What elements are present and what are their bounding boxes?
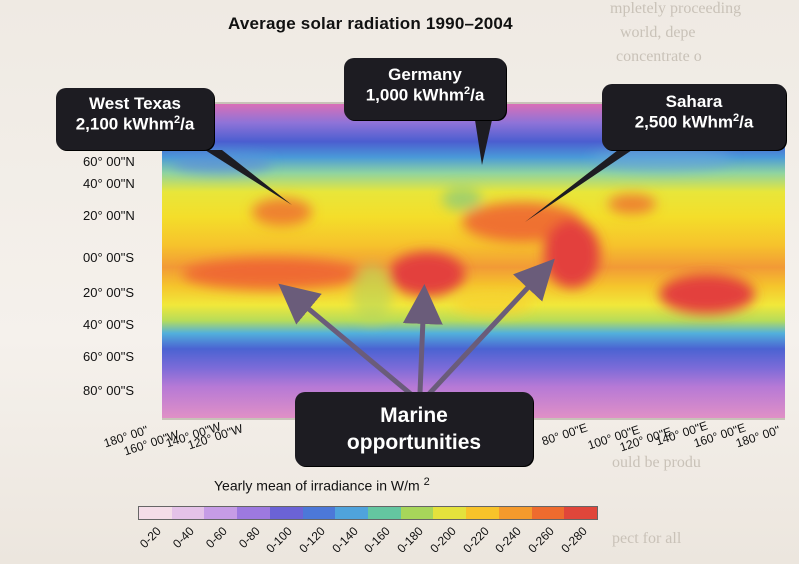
lat-label: 40° 00"N	[83, 176, 135, 191]
callout-name: Sahara	[665, 92, 723, 111]
legend-swatch	[269, 507, 303, 519]
callout-value-line: 2,100 kWhm2/a	[75, 114, 195, 134]
legend-swatch	[237, 507, 270, 519]
legend-tick-label: 0-280	[557, 524, 590, 556]
background-text: pect for all	[612, 530, 682, 547]
lat-label: 20° 00"S	[83, 285, 135, 300]
legend-tick-label: 0-80	[235, 524, 263, 551]
legend-swatch	[433, 507, 467, 519]
legend-tick-label: 0-240	[492, 524, 525, 556]
callout-value-line: 2,500 kWhm2/a	[634, 112, 754, 132]
background-text: concentrate o	[616, 48, 702, 65]
heatmap-svg	[162, 104, 785, 418]
lat-label: 60° 00"N	[83, 154, 135, 169]
legend-tick-label: 0-20	[137, 524, 165, 551]
callout-line-1: Marine	[380, 404, 448, 427]
legend-tick-label: 0-120	[296, 524, 328, 556]
lat-label: 60° 00"S	[83, 349, 135, 364]
legend-swatch	[171, 507, 205, 519]
legend-swatch	[498, 507, 532, 519]
legend-swatch	[368, 507, 401, 519]
lon-label: 80° 00"E	[540, 420, 590, 449]
background-text: ould be produ	[612, 454, 701, 471]
west-texas-callout: West Texas 2,100 kWhm2/a	[56, 88, 214, 150]
map-title: Average solar radiation 1990–2004	[228, 14, 513, 33]
sahara-callout: Sahara 2,500 kWhm2/a	[602, 84, 786, 150]
background-text: mpletely proceeding	[610, 0, 742, 17]
legend-tick-label: 0-220	[459, 524, 492, 556]
legend-tick-label: 0-160	[361, 524, 394, 556]
callout-line-2: opportunities	[346, 431, 482, 454]
lat-label: 40° 00"S	[83, 317, 135, 332]
legend-tick-label: 0-200	[427, 524, 459, 556]
legend-tick-label: 0-60	[202, 524, 230, 551]
legend-swatch	[204, 507, 238, 519]
lat-label: 80° 00"S	[83, 383, 135, 398]
callout-name: Germany	[388, 65, 462, 84]
legend-swatch	[302, 507, 336, 519]
legend-swatch	[466, 507, 499, 519]
legend-swatch	[335, 507, 369, 519]
color-scale-legend	[138, 506, 598, 520]
callout-value-line: 1,000 kWhm2/a	[365, 85, 485, 105]
legend-swatch	[531, 507, 565, 519]
legend-tick-label: 0-100	[263, 524, 296, 556]
legend-tick-label: 0-40	[170, 524, 197, 551]
callout-name: West Texas	[89, 94, 181, 113]
legend-tick-label: 0-260	[525, 524, 557, 556]
legend-swatch	[139, 507, 172, 519]
legend-swatch	[564, 507, 597, 519]
legend-tick-label: 0-140	[328, 524, 361, 556]
legend-title: Yearly mean of irradiance in W/m 2	[214, 476, 430, 494]
marine-opportunities-callout: Marine opportunities	[295, 392, 533, 466]
background-text: world, depe	[620, 24, 696, 41]
lat-label: 00° 00"S	[83, 250, 135, 265]
legend-swatch	[400, 507, 434, 519]
lat-label: 20° 00"N	[83, 208, 135, 223]
germany-callout: Germany 1,000 kWhm2/a	[344, 58, 506, 120]
legend-tick-label: 0-180	[394, 524, 426, 556]
